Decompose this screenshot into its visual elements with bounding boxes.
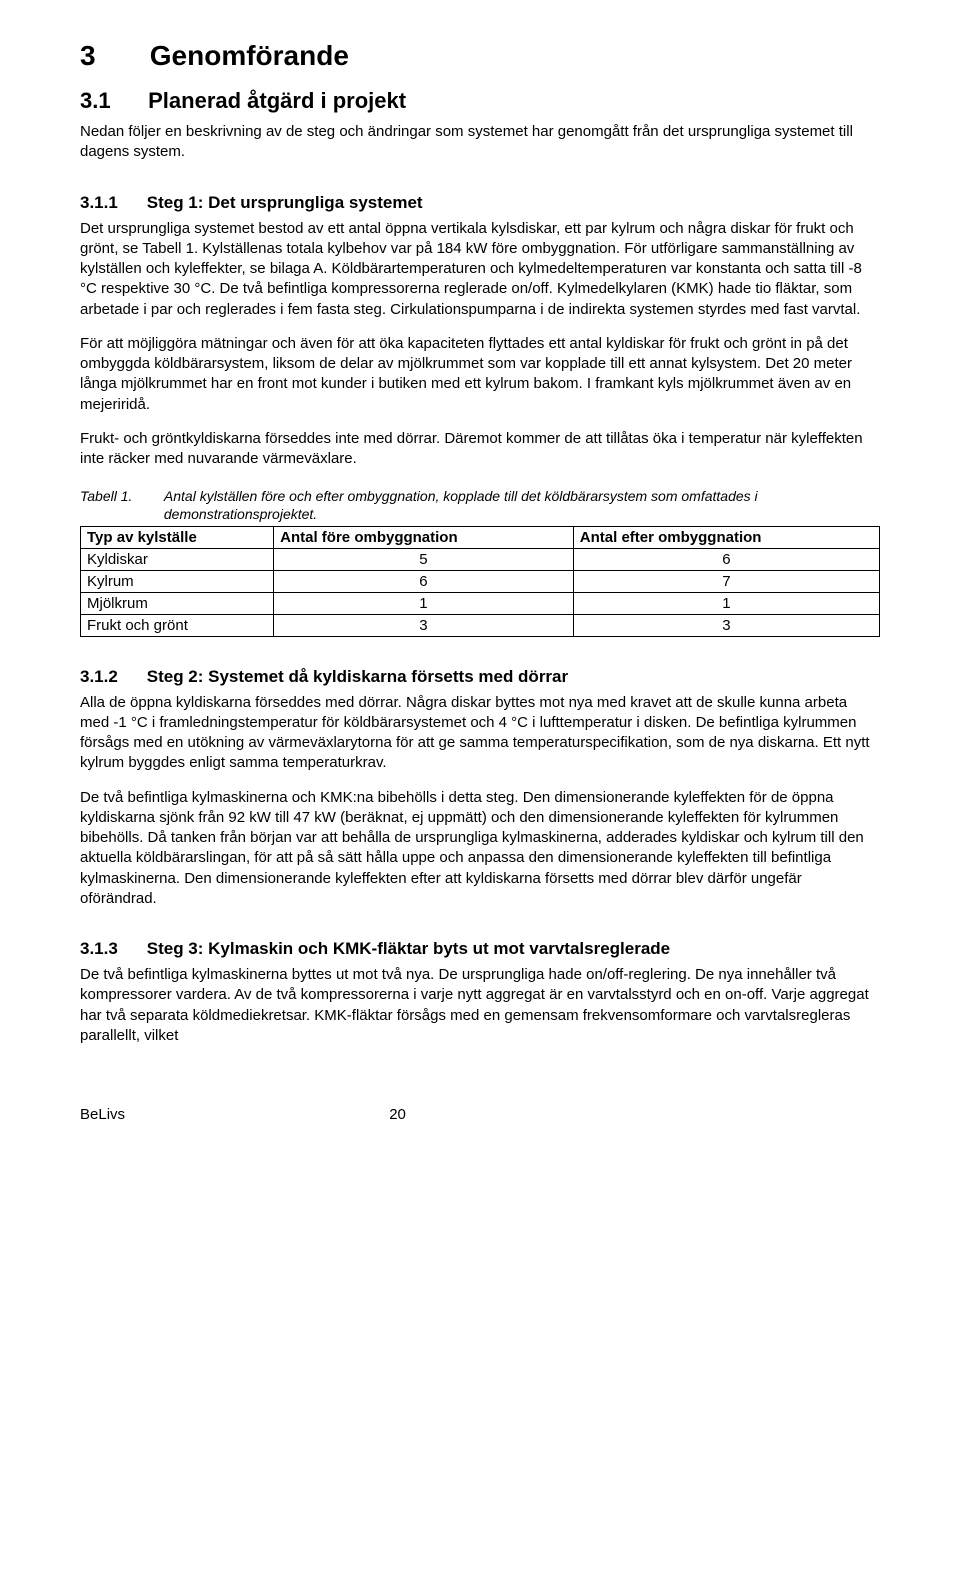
paragraph: Nedan följer en beskrivning av de steg o… [80, 122, 880, 163]
footer-page-number: 20 [389, 1106, 406, 1123]
subsubsection-heading: 3.1.2 Steg 2: Systemet då kyldiskarna fö… [80, 667, 880, 687]
section-heading: 3 Genomförande [80, 40, 880, 72]
subsubsection-title: Steg 2: Systemet då kyldiskarna försetts… [147, 667, 568, 686]
table-cell: Mjölkrum [81, 592, 274, 614]
table-cell: Kyldiskar [81, 548, 274, 570]
paragraph: Alla de öppna kyldiskarna förseddes med … [80, 693, 880, 774]
table-row: Mjölkrum 1 1 [81, 592, 880, 614]
table-header-row: Typ av kylställe Antal före ombyggnation… [81, 526, 880, 548]
paragraph: Frukt- och gröntkyldiskarna förseddes in… [80, 429, 880, 470]
table-header: Antal efter ombyggnation [573, 526, 879, 548]
table-cell: 1 [573, 592, 879, 614]
table-cell: 6 [274, 570, 574, 592]
table-caption-label: Tabell 1. [80, 487, 160, 505]
table-cell: 5 [274, 548, 574, 570]
section-title: Genomförande [150, 40, 349, 71]
subsection-title: Planerad åtgärd i projekt [148, 88, 406, 113]
subsubsection-number: 3.1.1 [80, 193, 142, 213]
subsubsection-title: Steg 1: Det ursprungliga systemet [147, 193, 423, 212]
section-number: 3 [80, 40, 142, 72]
table-cell: 6 [573, 548, 879, 570]
table-header: Typ av kylställe [81, 526, 274, 548]
subsubsection-number: 3.1.3 [80, 939, 142, 959]
table-caption: Tabell 1. Antal kylställen före och efte… [80, 487, 880, 523]
table-caption-text: Antal kylställen före och efter ombyggna… [164, 487, 844, 523]
subsubsection-heading: 3.1.1 Steg 1: Det ursprungliga systemet [80, 193, 880, 213]
page-footer: BeLivs 20 [80, 1106, 880, 1123]
paragraph: De två befintliga kylmaskinerna byttes u… [80, 965, 880, 1046]
table-cell: 3 [274, 614, 574, 636]
table-header: Antal före ombyggnation [274, 526, 574, 548]
table-cell: Frukt och grönt [81, 614, 274, 636]
subsubsection-number: 3.1.2 [80, 667, 142, 687]
subsubsection-heading: 3.1.3 Steg 3: Kylmaskin och KMK-fläktar … [80, 939, 880, 959]
table-row: Kyldiskar 5 6 [81, 548, 880, 570]
paragraph: Det ursprungliga systemet bestod av ett … [80, 219, 880, 320]
kylstalle-table: Typ av kylställe Antal före ombyggnation… [80, 526, 880, 637]
table-cell: Kylrum [81, 570, 274, 592]
subsection-number: 3.1 [80, 88, 142, 114]
subsubsection-title: Steg 3: Kylmaskin och KMK-fläktar byts u… [147, 939, 670, 958]
subsection-heading: 3.1 Planerad åtgärd i projekt [80, 88, 880, 114]
footer-brand: BeLivs [80, 1106, 125, 1123]
table-cell: 1 [274, 592, 574, 614]
table-cell: 3 [573, 614, 879, 636]
table-row: Frukt och grönt 3 3 [81, 614, 880, 636]
paragraph: De två befintliga kylmaskinerna och KMK:… [80, 788, 880, 910]
table-row: Kylrum 6 7 [81, 570, 880, 592]
paragraph: För att möjliggöra mätningar och även fö… [80, 334, 880, 415]
table-cell: 7 [573, 570, 879, 592]
